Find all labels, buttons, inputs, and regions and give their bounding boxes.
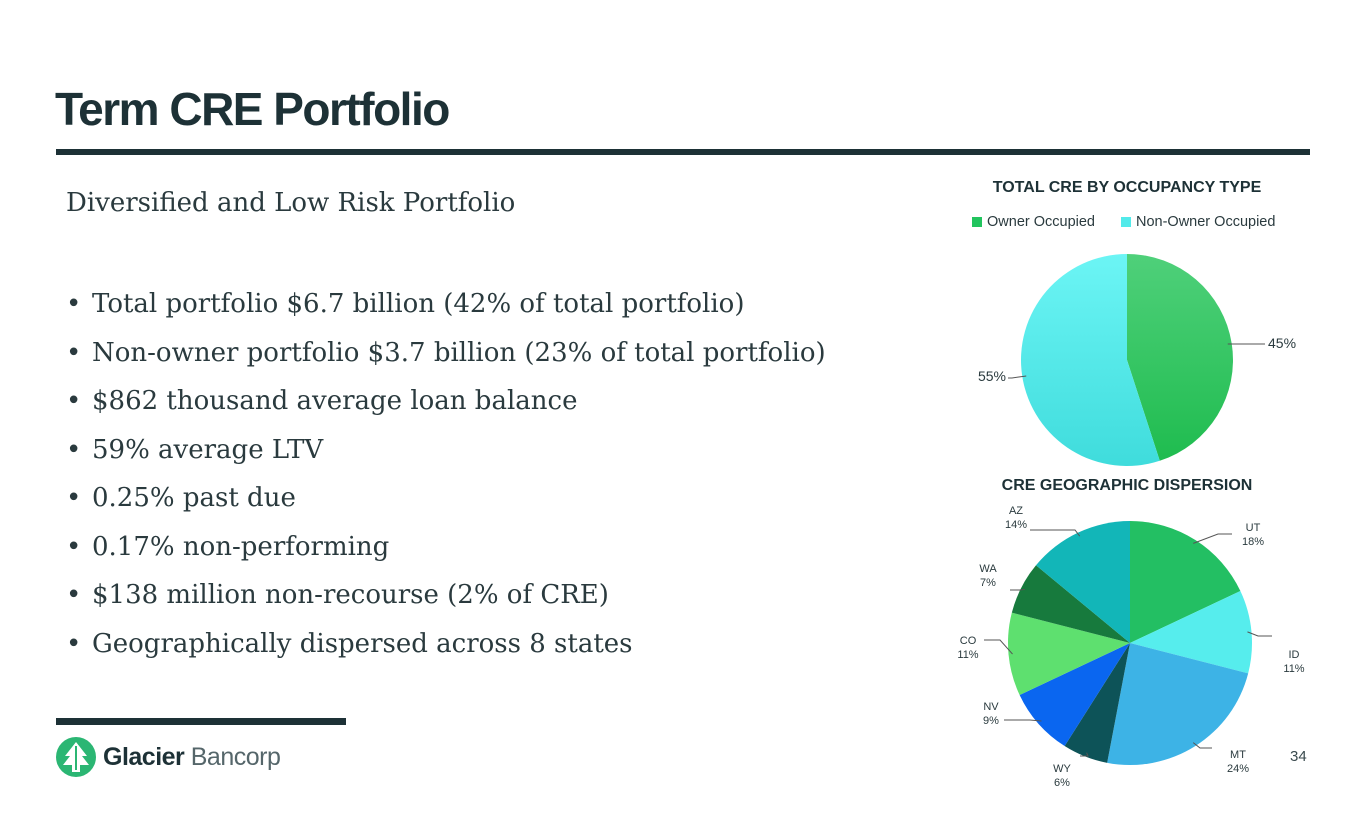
pie-label-wy: WY bbox=[1053, 763, 1071, 775]
leader-line-nv bbox=[1004, 719, 1042, 722]
leader-line-wy bbox=[1080, 752, 1089, 757]
pie-value-mt: 24% bbox=[1227, 763, 1249, 775]
glacier-mountain-icon bbox=[56, 737, 96, 777]
occupancy-pie: 45% 55% bbox=[978, 254, 1296, 466]
legend-swatch-non-owner bbox=[1121, 217, 1131, 227]
pie-label-wa: WA bbox=[979, 563, 997, 575]
leader-line-id bbox=[1247, 631, 1272, 637]
legend-swatch-owner bbox=[972, 217, 982, 227]
page-title: Term CRE Portfolio bbox=[55, 83, 450, 135]
pie-label-nv: NV bbox=[983, 701, 999, 713]
pie-slice-id bbox=[1130, 591, 1252, 674]
pie-slice-ut bbox=[1130, 521, 1241, 643]
geographic-chart-title: CRE GEOGRAPHIC DISPERSION bbox=[1001, 477, 1253, 494]
pie-value-ut: 18% bbox=[1242, 536, 1264, 548]
bullet-item: • Total portfolio $6.7 billion (42% of to… bbox=[66, 289, 745, 319]
pie-label-mt: MT bbox=[1230, 749, 1246, 761]
pie-slice-mt bbox=[1107, 643, 1249, 765]
bullet-item: • 0.25% past due bbox=[66, 483, 296, 513]
page-number: 34 bbox=[1290, 748, 1307, 765]
leader-line-az bbox=[1030, 529, 1081, 537]
pie-label-co: CO bbox=[960, 635, 977, 647]
bullet-item: • 0.17% non-performing bbox=[66, 531, 390, 562]
company-logo: Glacier Bancorp bbox=[55, 735, 281, 779]
pie-slice-non-owner-occupied bbox=[1021, 254, 1160, 466]
pie-value-wy: 6% bbox=[1054, 777, 1070, 789]
pie-value-non-owner-occupied: 55% bbox=[978, 368, 1006, 384]
pie-value-az: 14% bbox=[1005, 519, 1027, 531]
pie-label-az: AZ bbox=[1009, 505, 1023, 517]
legend-non-owner-occupied: Non-Owner Occupied bbox=[1121, 214, 1275, 230]
pie-slice-nv bbox=[1019, 643, 1130, 747]
occupancy-legend: Owner Occupied Non-Owner Occupied bbox=[972, 214, 1275, 230]
bullet-item: • $138 million non-recourse (2% of CRE) bbox=[66, 580, 609, 610]
pie-slice-co bbox=[1008, 612, 1130, 695]
leader-line-co bbox=[984, 639, 1013, 655]
bullet-item: • 59% average LTV bbox=[66, 434, 324, 465]
bullet-list: • Total portfolio $6.7 billion (42% of to… bbox=[66, 280, 826, 668]
pie-label-ut: UT bbox=[1246, 522, 1261, 534]
geographic-pie: UT 18% ID 11% MT 24% WY 6% NV 9% CO 11% WA 7% AZ 14% bbox=[957, 505, 1304, 789]
occupancy-chart-title: TOTAL CRE BY OCCUPANCY TYPE bbox=[992, 179, 1262, 196]
pie-value-co: 11% bbox=[957, 649, 978, 661]
pie-slice-wa bbox=[1011, 565, 1130, 643]
bullet-item: • Non-owner portfolio $3.7 billion (23% o… bbox=[66, 337, 826, 368]
pie-slice-az bbox=[1035, 521, 1130, 643]
legend-owner-occupied: Owner Occupied bbox=[972, 214, 1095, 230]
footer-divider bbox=[56, 718, 346, 725]
leader-line-wa bbox=[1010, 588, 1025, 591]
pie-slice-wy bbox=[1064, 643, 1130, 763]
section-subtitle: Diversified and Low Risk Portfolio bbox=[66, 188, 516, 218]
pie-value-wa: 7% bbox=[980, 577, 996, 589]
pie-label-id: ID bbox=[1289, 649, 1300, 661]
leader-line-non-owner-occupied bbox=[1008, 375, 1027, 379]
pie-slice-owner-occupied bbox=[1127, 254, 1234, 461]
title-divider bbox=[56, 149, 1310, 155]
pie-value-nv: 9% bbox=[983, 715, 999, 727]
leader-line-ut bbox=[1193, 533, 1232, 544]
pie-value-owner-occupied: 45% bbox=[1268, 335, 1296, 351]
leader-line-mt bbox=[1192, 742, 1212, 749]
pie-value-id: 11% bbox=[1283, 663, 1304, 675]
bullet-item: • $862 thousand average loan balance bbox=[66, 386, 578, 416]
bullet-item: • Geographically dispersed across 8 state… bbox=[66, 628, 633, 659]
logo-wordmark: Glacier Bancorp bbox=[103, 742, 281, 771]
